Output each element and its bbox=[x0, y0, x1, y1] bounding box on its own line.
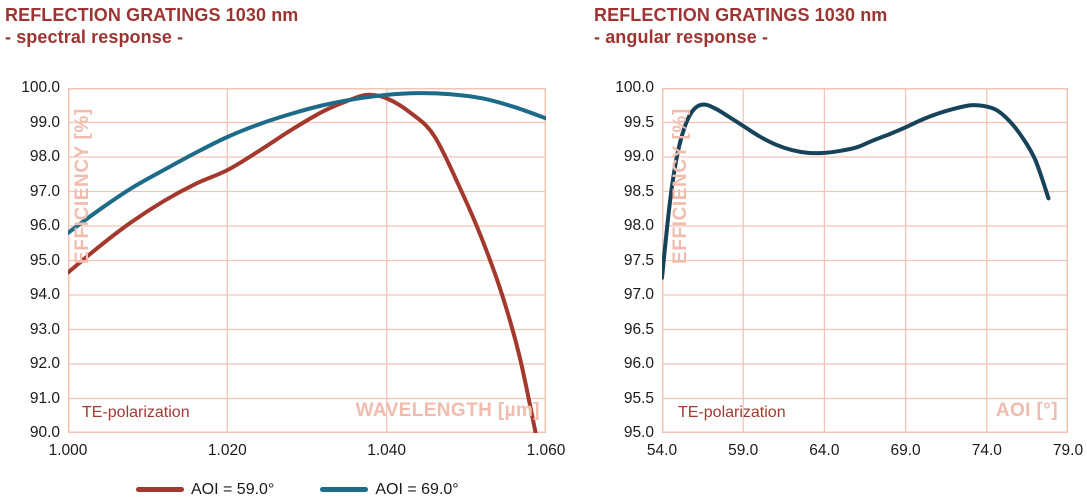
x-tick-label: 1.060 bbox=[526, 442, 566, 459]
y-tick-label: 98.5 bbox=[623, 182, 654, 200]
series-line bbox=[68, 92, 538, 433]
legend-swatch-teal bbox=[320, 487, 369, 492]
legend-item-aoi-59: AOI = 59.0° bbox=[136, 480, 274, 499]
x-tick-label: 64.0 bbox=[809, 442, 840, 459]
right-x-axis-label: AOI [°] bbox=[995, 400, 1058, 421]
legend-label-aoi-59: AOI = 59.0° bbox=[191, 480, 275, 498]
x-tick-label: 74.0 bbox=[971, 442, 1002, 459]
left-chart-svg bbox=[68, 88, 546, 433]
y-tick-label: 100.0 bbox=[615, 79, 654, 96]
y-tick-label: 96.0 bbox=[29, 217, 60, 234]
y-tick-label: 98.0 bbox=[29, 148, 60, 165]
y-tick-label: 99.0 bbox=[29, 113, 60, 131]
left-chart-title-line1: REFLECTION GRATINGS 1030 nm bbox=[5, 5, 299, 25]
x-tick-label: 54.0 bbox=[646, 442, 678, 459]
y-tick-label: 90.0 bbox=[29, 424, 60, 441]
x-tick-label: 79.0 bbox=[1052, 442, 1084, 459]
x-tick-label: 69.0 bbox=[890, 442, 921, 459]
right-annotation: TE-polarization bbox=[678, 404, 786, 421]
y-tick-label: 96.0 bbox=[623, 355, 654, 372]
y-tick-label: 97.0 bbox=[623, 286, 654, 303]
right-plot-area: EFFICIENCY [%] AOI [°] TE-polarization bbox=[662, 88, 1068, 433]
y-tick-label: 99.0 bbox=[623, 148, 654, 165]
series-line bbox=[68, 91, 546, 235]
legend-swatch-red bbox=[136, 487, 184, 492]
y-tick-label: 91.0 bbox=[29, 389, 60, 407]
left-y-axis-label: EFFICIENCY [%] bbox=[72, 108, 93, 264]
y-tick-label: 95.5 bbox=[623, 389, 654, 407]
right-chart-title-line1: REFLECTION GRATINGS 1030 nm bbox=[594, 5, 888, 25]
y-tick-label: 95.0 bbox=[29, 251, 60, 269]
plot-border bbox=[68, 88, 546, 433]
right-chart-title: REFLECTION GRATINGS 1030 nm - angular re… bbox=[594, 4, 887, 48]
y-tick-label: 97.5 bbox=[623, 251, 654, 269]
y-tick-label: 93.0 bbox=[29, 320, 60, 338]
y-tick-label: 97.0 bbox=[29, 182, 60, 200]
left-annotation: TE-polarization bbox=[82, 404, 190, 421]
y-tick-label: 96.5 bbox=[623, 320, 654, 338]
y-tick-label: 99.5 bbox=[623, 113, 654, 131]
left-x-axis-label: WAVELENGTH [µm] bbox=[355, 400, 540, 421]
legend: AOI = 59.0° AOI = 69.0° bbox=[136, 480, 459, 499]
y-tick-label: 98.0 bbox=[623, 217, 654, 234]
x-tick-label: 1.020 bbox=[207, 442, 247, 459]
x-tick-label: 59.0 bbox=[728, 442, 759, 459]
y-tick-label: 92.0 bbox=[29, 355, 60, 372]
left-chart-title: REFLECTION GRATINGS 1030 nm - spectral r… bbox=[5, 4, 298, 48]
legend-label-aoi-69: AOI = 69.0° bbox=[375, 480, 459, 498]
right-y-axis-label: EFFICIENCY [%] bbox=[670, 108, 691, 264]
x-tick-label: 1.040 bbox=[367, 442, 407, 459]
left-chart-title-line2: - spectral response - bbox=[5, 27, 184, 47]
y-tick-label: 100.0 bbox=[21, 79, 60, 96]
right-chart-title-line2: - angular response - bbox=[594, 27, 769, 47]
y-tick-label: 94.0 bbox=[29, 286, 60, 303]
left-plot-area: EFFICIENCY [%] WAVELENGTH [µm] TE-polari… bbox=[68, 88, 546, 433]
right-chart-svg bbox=[662, 88, 1068, 433]
y-tick-label: 95.0 bbox=[623, 424, 654, 441]
series-line bbox=[662, 102, 1051, 280]
legend-item-aoi-69: AOI = 69.0° bbox=[320, 480, 459, 499]
x-tick-label: 1.000 bbox=[48, 442, 88, 459]
